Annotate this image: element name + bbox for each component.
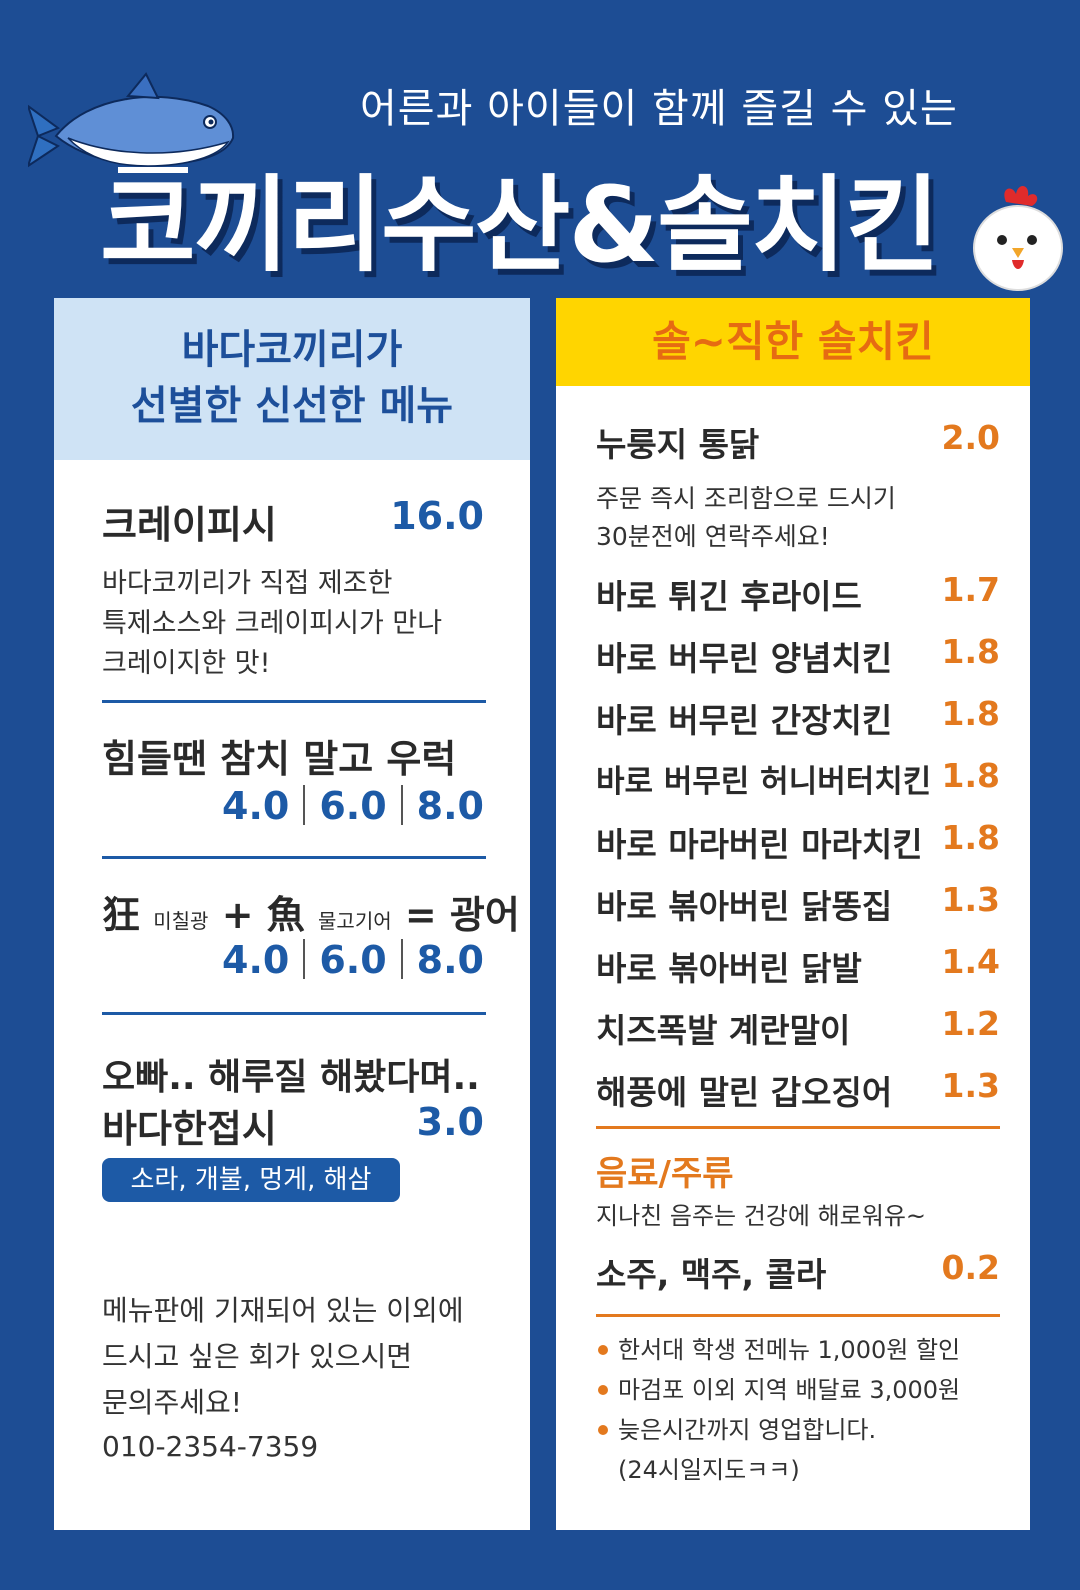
menu-row: 바로 볶아버린 닭똥집 1.3 <box>596 880 1000 928</box>
menu-item-name: 바로 버무린 허니버터치킨 <box>596 764 932 800</box>
menu-item-name: 바로 마라버린 마라치킨 <box>596 825 923 864</box>
menu-item-description: 주문 즉시 조리함으로 드시기 30분전에 연락주세요! <box>596 484 896 551</box>
menu-item-name: 바로 버무린 간장치킨 <box>596 701 893 740</box>
menu-item-name: 크레이피시 <box>102 503 277 547</box>
divider <box>596 1314 1000 1317</box>
note-item: 늦은시간까지 영업합니다. <box>596 1410 1006 1450</box>
menu-row: 바로 볶아버린 닭발 1.4 <box>596 942 1000 990</box>
menu-row: 치즈폭발 계란말이 1.2 <box>596 1004 1000 1052</box>
bullet-icon <box>598 1345 608 1355</box>
menu-item-price: 1.4 <box>941 942 1000 981</box>
size-prices: 4.0 6.0 8.0 <box>222 938 484 982</box>
menu-item-price: 3.0 <box>416 1100 484 1144</box>
menu-item-price: 16.0 <box>390 494 484 538</box>
bullet-icon <box>598 1385 608 1395</box>
ingredients-badge: 소라, 개불, 멍게, 해삼 <box>102 1158 400 1202</box>
menu-item-name: 오빠.. 해루질 해봤다며.. <box>102 1057 480 1098</box>
menu-item-name: 해풍에 말린 갑오징어 <box>596 1073 893 1112</box>
store-notes: 한서대 학생 전메뉴 1,000원 할인 마검포 이외 지역 배달료 3,000… <box>596 1330 1006 1490</box>
menu-item-name: 바로 튀긴 후라이드 <box>596 577 862 616</box>
menu-item-price: 1.3 <box>941 880 1000 919</box>
menu-row: 소주, 맥주, 콜라 0.2 <box>596 1248 1000 1296</box>
divider <box>102 1012 486 1015</box>
bullet-icon <box>598 1425 608 1435</box>
menu-item-price: 1.7 <box>941 570 1000 609</box>
chicken-menu-title: 솔~직한 솔치킨 <box>652 317 934 366</box>
menu-item-price: 2.0 <box>941 418 1000 457</box>
tagline: 어른과 아이들이 함께 즐길 수 있는 <box>360 86 958 132</box>
menu-item-name: 狂 미칠광 + 魚 물고기어 = 광어 <box>102 893 520 937</box>
seafood-header-line1: 바다코끼리가 <box>181 327 403 373</box>
note-continuation: (24시일지도ㅋㅋ) <box>618 1456 800 1484</box>
menu-item-name: 치즈폭발 계란말이 <box>596 1011 851 1050</box>
menu-item-name: 바다한접시 <box>102 1107 277 1151</box>
seafood-menu-header: 바다코끼리가 선별한 신선한 메뉴 <box>54 298 530 460</box>
tuna-fish-icon <box>28 72 235 173</box>
chicken-menu-header: 솔~직한 솔치킨 <box>556 298 1030 386</box>
drinks-section-title: 음료/주류 <box>596 1154 734 1194</box>
seafood-menu-panel: 바다코끼리가 선별한 신선한 메뉴 크레이피시 16.0 바다코끼리가 직접 제… <box>54 298 530 1530</box>
menu-item-name: 힘들땐 참치 말고 우럭 <box>102 737 457 781</box>
divider <box>102 856 486 859</box>
menu-row: 바로 튀긴 후라이드 1.7 <box>596 570 1000 618</box>
menu-item-price: 0.2 <box>941 1248 1000 1287</box>
menu-row: 바로 버무린 양념치킨 1.8 <box>596 632 1000 680</box>
chicken-icon <box>973 185 1063 291</box>
divider <box>102 700 486 703</box>
menu-item-price: 1.8 <box>941 694 1000 733</box>
drinks-warning: 지나친 음주는 건강에 해로워유~ <box>596 1202 927 1230</box>
menu-row: 바로 버무린 허니버터치킨 1.8 <box>596 756 1000 804</box>
menu-item-name: 바로 버무린 양념치킨 <box>596 639 893 678</box>
divider <box>596 1126 1000 1129</box>
menu-item-price: 1.2 <box>941 1004 1000 1043</box>
size-prices: 4.0 6.0 8.0 <box>222 784 484 828</box>
menu-item-name: 소주, 맥주, 콜라 <box>596 1255 827 1294</box>
custom-order-note: 메뉴판에 기재되어 있는 이외에 드시고 싶은 회가 있으시면 문의주세요! <box>102 1294 464 1419</box>
menu-row: 누룽지 통닭 2.0 <box>596 418 1000 466</box>
phone-number: 010-2354-7359 <box>102 1430 319 1463</box>
menu-item-price: 1.8 <box>941 818 1000 857</box>
menu-item-price: 1.3 <box>941 1066 1000 1105</box>
note-item: 마검포 이외 지역 배달료 3,000원 <box>596 1370 1006 1410</box>
menu-row: 바로 마라버린 마라치킨 1.8 <box>596 818 1000 866</box>
menu-item-description: 바다코끼리가 직접 제조한 특제소스와 크레이피시가 만나 크레이지한 맛! <box>102 568 443 679</box>
menu-item-name: 바로 볶아버린 닭발 <box>596 949 862 988</box>
menu-item-price: 1.8 <box>941 632 1000 671</box>
menu-item-price: 1.8 <box>941 756 1000 795</box>
menu-item-name: 바로 볶아버린 닭똥집 <box>596 887 893 926</box>
chicken-menu-panel: 솔~직한 솔치킨 누룽지 통닭 2.0 주문 즉시 조리함으로 드시기 30분전… <box>556 298 1030 1530</box>
menu-row: 해풍에 말린 갑오징어 1.3 <box>596 1066 1000 1114</box>
seafood-header-line2: 선별한 신선한 메뉴 <box>130 383 454 429</box>
store-title: 코끼리수산&솔치킨 <box>100 164 940 286</box>
menu-item-name: 누룽지 통닭 <box>596 425 760 464</box>
note-item: 한서대 학생 전메뉴 1,000원 할인 <box>596 1330 1006 1370</box>
menu-row: 바로 버무린 간장치킨 1.8 <box>596 694 1000 742</box>
